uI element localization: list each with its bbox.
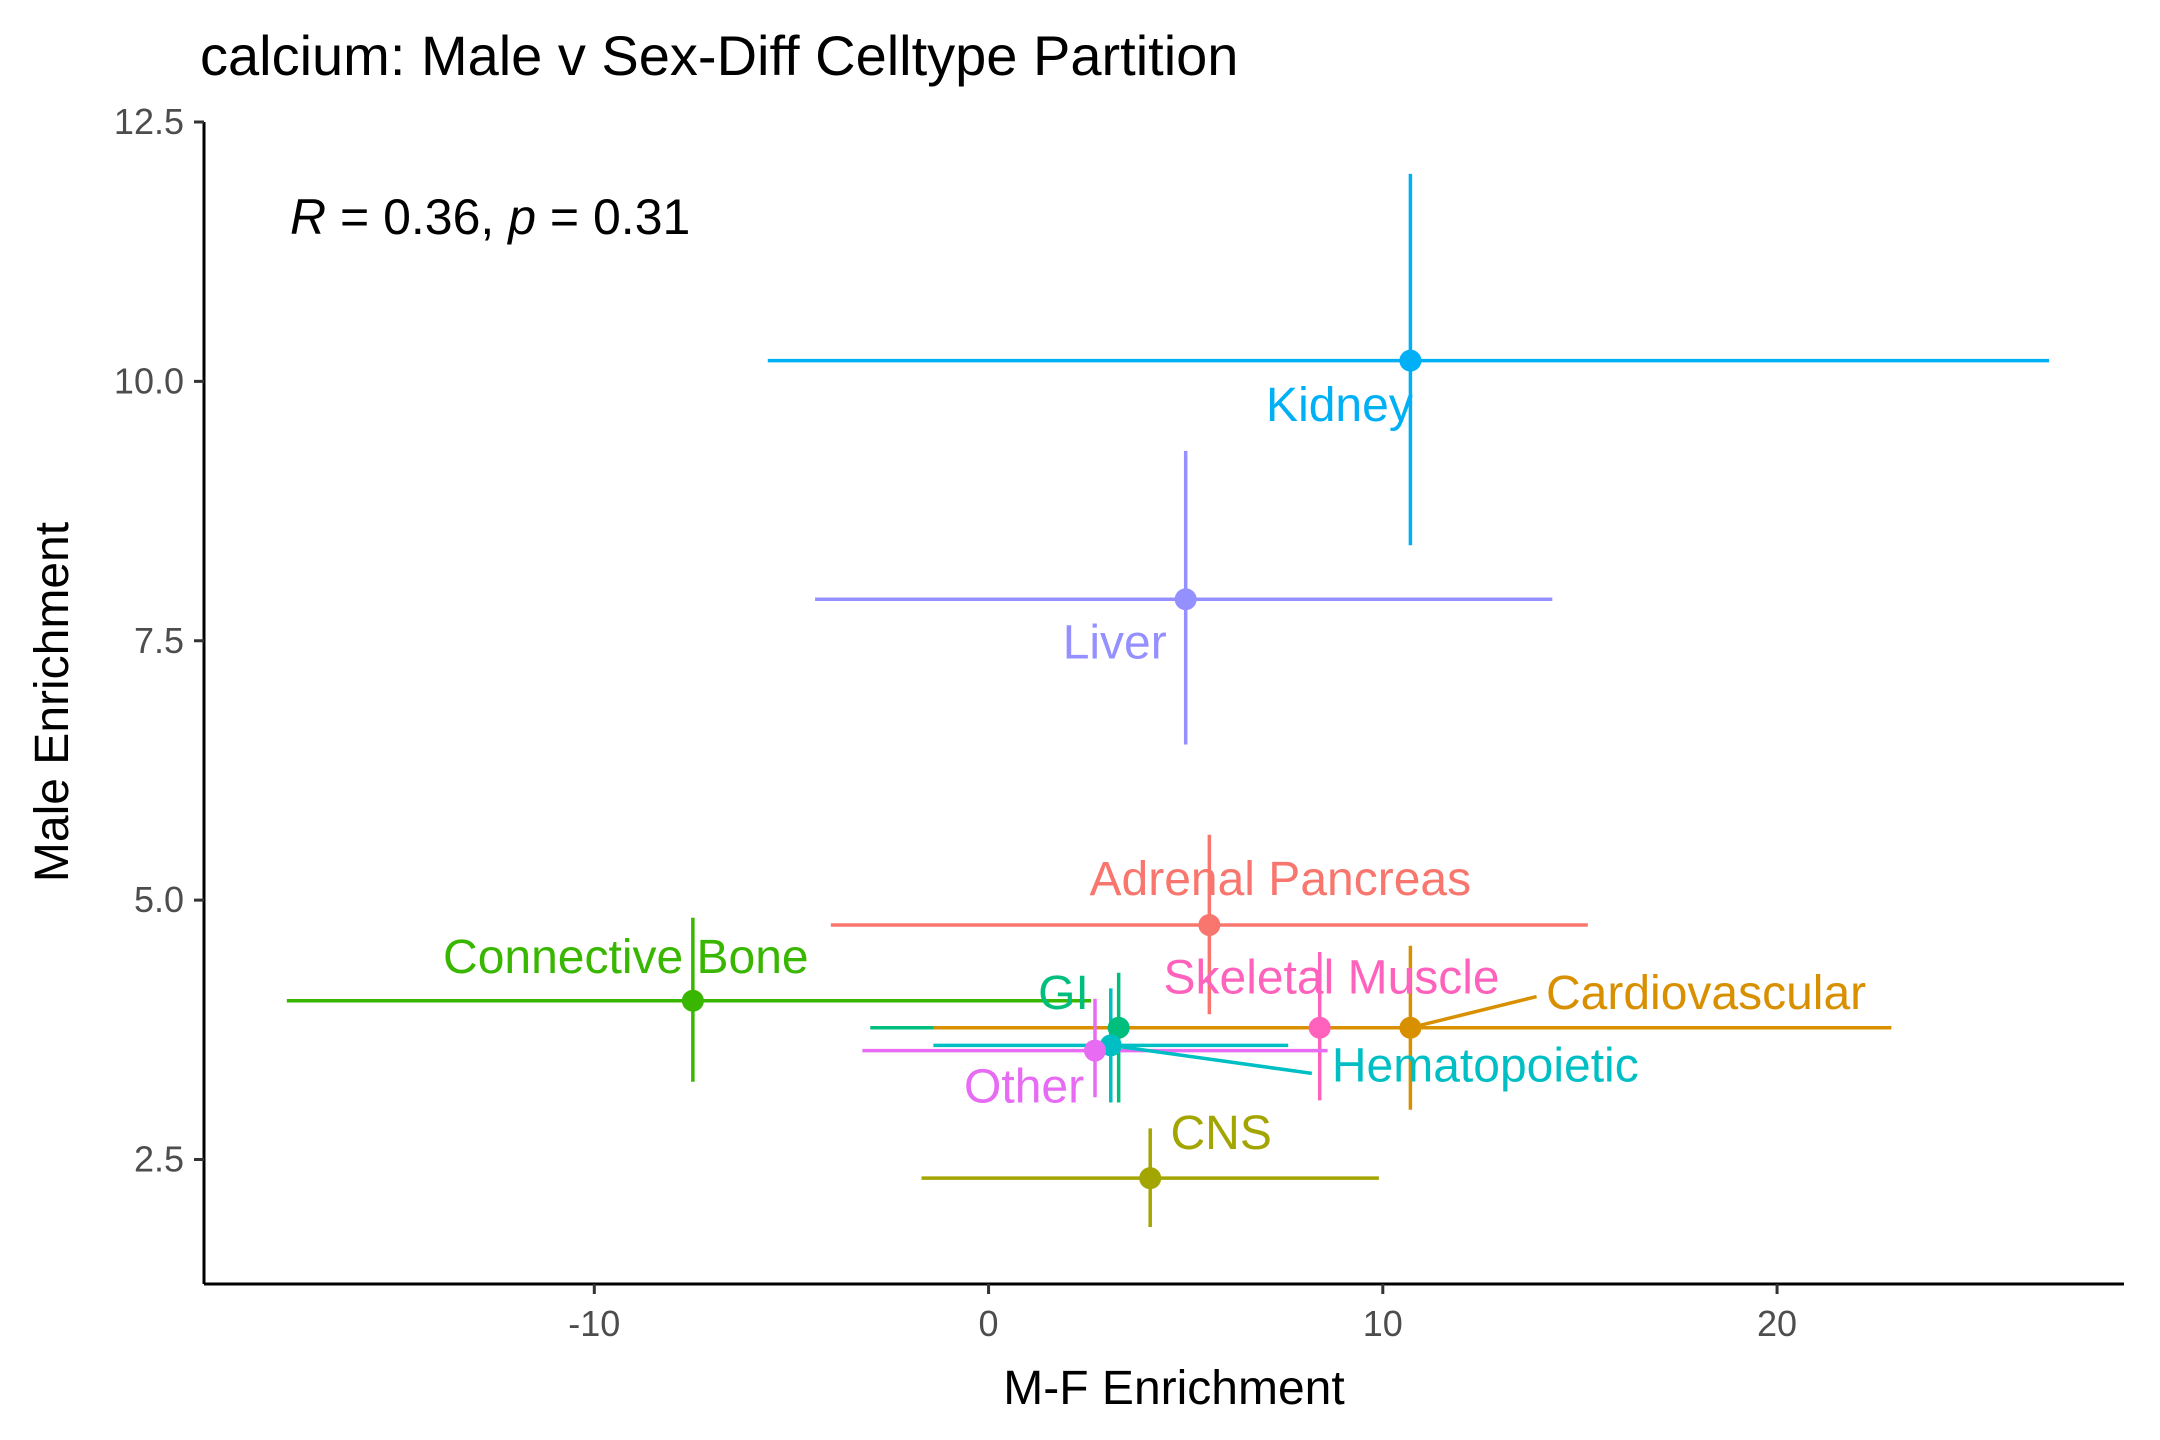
point-adrenal-pancreas bbox=[1198, 914, 1221, 937]
label-connective-bone: Connective Bone bbox=[443, 931, 809, 984]
label-cns: CNS bbox=[1170, 1107, 1271, 1160]
y-tick-label: 12.5 bbox=[114, 101, 184, 142]
y-tick-label: 5.0 bbox=[134, 879, 184, 920]
label-hematopoietic: Hematopoietic bbox=[1332, 1040, 1639, 1093]
point-labels: Kidney Liver Adrenal Pancreas Connective Bo… bbox=[443, 379, 1866, 1160]
point-cardiovascular bbox=[1399, 1016, 1422, 1039]
label-skeletal-muscle: Skeletal Muscle bbox=[1163, 952, 1499, 1005]
point-kidney bbox=[1399, 349, 1422, 372]
point-other bbox=[1084, 1039, 1107, 1062]
leader-hematopoietic bbox=[1110, 1043, 1313, 1076]
data-points bbox=[681, 349, 1422, 1190]
y-tick-label: 10.0 bbox=[114, 360, 184, 401]
correlation-annotation: R = 0.36, p = 0.31 bbox=[290, 189, 690, 245]
p-symbol: p bbox=[506, 189, 536, 245]
x-tick-label: 10 bbox=[1363, 1303, 1403, 1344]
label-other: Other bbox=[964, 1060, 1084, 1113]
y-axis: 2.5 5.0 7.5 10.0 12.5 bbox=[114, 101, 206, 1284]
x-tick-label: 20 bbox=[1757, 1303, 1797, 1344]
point-cns bbox=[1139, 1167, 1162, 1190]
label-gi: GI bbox=[1038, 967, 1089, 1020]
y-axis-title: Male Enrichment bbox=[26, 522, 79, 882]
x-axis: -10 0 10 20 bbox=[204, 1282, 2124, 1344]
x-tick-label: -10 bbox=[568, 1303, 620, 1344]
x-axis-title: M-F Enrichment bbox=[1003, 1362, 1344, 1415]
label-cardiovascular: Cardiovascular bbox=[1546, 967, 1866, 1020]
y-tick-label: 7.5 bbox=[134, 620, 184, 661]
error-bars bbox=[286, 173, 2050, 1227]
y-tick-label: 2.5 bbox=[134, 1139, 184, 1180]
label-kidney: Kidney bbox=[1266, 379, 1413, 432]
x-tick-label: 0 bbox=[979, 1303, 999, 1344]
point-connective-bone bbox=[681, 989, 704, 1012]
leader-cardiovascular bbox=[1409, 994, 1537, 1030]
r-symbol: R bbox=[290, 189, 326, 245]
chart-title: calcium: Male v Sex-Diff Celltype Partit… bbox=[200, 24, 1238, 87]
r-value: = 0.36, bbox=[326, 189, 508, 245]
p-value: = 0.31 bbox=[536, 189, 690, 245]
label-leaders bbox=[1110, 994, 1537, 1076]
label-adrenal-pancreas: Adrenal Pancreas bbox=[1090, 853, 1472, 906]
label-liver: Liver bbox=[1063, 616, 1167, 669]
point-skeletal-muscle bbox=[1308, 1016, 1331, 1039]
point-liver bbox=[1174, 588, 1197, 611]
point-gi bbox=[1107, 1016, 1130, 1039]
